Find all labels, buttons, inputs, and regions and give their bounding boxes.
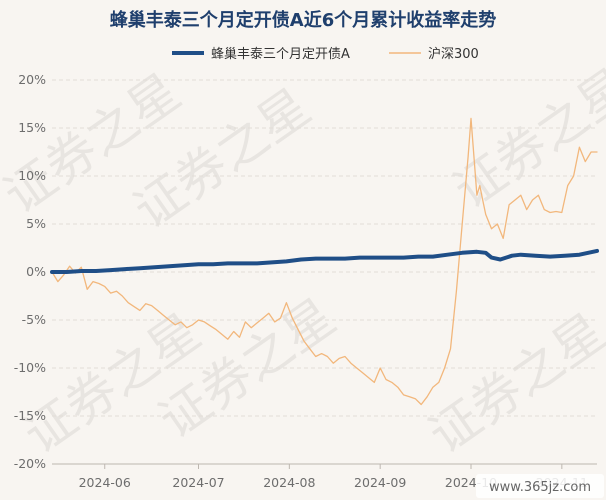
legend-label-fund: 蜂巢丰泰三个月定开债A: [211, 47, 350, 62]
y-tick-label: 15%: [18, 120, 46, 135]
legend-label-index: 沪深300: [428, 46, 479, 62]
y-tick-label: 20%: [18, 72, 46, 87]
y-tick-label: 0%: [26, 264, 46, 279]
series-line-fund: [50, 248, 599, 274]
watermark-text: 证券之星: [419, 303, 606, 465]
y-tick-label: -10%: [14, 360, 46, 375]
x-tick-label: 2024-07: [172, 475, 224, 490]
chart-title: 蜂巢丰泰三个月定开债A近6个月累计收益率走势: [110, 9, 496, 31]
x-tick-label: 2024-08: [263, 475, 315, 490]
y-tick-label: 10%: [18, 168, 46, 183]
x-tick-label: 2024-09: [354, 475, 406, 490]
y-tick-label: 5%: [26, 216, 46, 231]
y-tick-label: -20%: [14, 456, 46, 471]
x-tick-label: 2024-06: [79, 475, 131, 490]
y-axis: 20% 15% 10% 5% 0% -5% -10% -15% -20%: [14, 72, 46, 471]
legend: 蜂巢丰泰三个月定开债A 沪深300: [172, 46, 479, 62]
watermark-text: 证券之星: [444, 58, 606, 220]
series-line-index: [51, 117, 598, 406]
y-tick-label: -15%: [14, 408, 46, 423]
y-tick-label: -5%: [22, 312, 46, 327]
credit-box: [476, 474, 604, 498]
series-layer: [50, 117, 599, 406]
credit-text: www.365jz.com: [489, 480, 591, 495]
credit-badge: www.365jz.com: [476, 474, 604, 498]
